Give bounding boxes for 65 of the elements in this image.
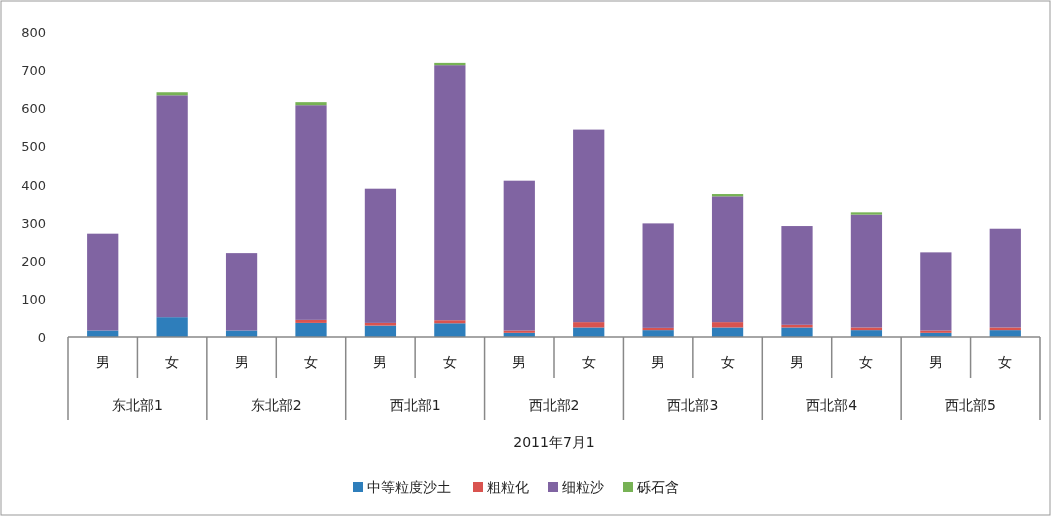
bar	[87, 233, 119, 331]
bar	[295, 102, 327, 106]
text: 东北部1	[111, 397, 163, 413]
text: 西北部2	[528, 397, 580, 413]
bar	[989, 327, 1021, 331]
bar	[711, 196, 744, 323]
bar	[920, 252, 952, 331]
x-tick-label: 女	[442, 354, 457, 370]
bar	[156, 92, 188, 96]
y-tick-label: 500	[21, 139, 46, 155]
bar	[711, 322, 744, 328]
y-tick-label: 100	[21, 291, 46, 307]
bar	[434, 65, 466, 321]
x-tick-label: 男	[790, 354, 804, 370]
bar	[781, 327, 813, 337]
text: 西北部5	[945, 397, 997, 413]
x-tick-label: 男	[651, 354, 666, 370]
x-tick-label: 女	[304, 354, 318, 370]
bar	[364, 322, 397, 326]
x-tick-label: 男	[234, 354, 249, 370]
x-tick-label: 女	[581, 354, 596, 370]
y-tick-label: 200	[21, 253, 46, 269]
bar	[573, 322, 605, 328]
x-tick-label: 男	[512, 354, 527, 370]
x-tick-label: 男	[373, 354, 388, 370]
bar	[295, 319, 327, 323]
bar	[850, 214, 883, 328]
x-tick-label: 女	[165, 354, 180, 370]
bar	[295, 322, 327, 337]
bar	[850, 327, 883, 331]
x-tick-label: 女	[859, 354, 874, 370]
y-tick-label: 300	[21, 215, 46, 231]
bar	[434, 320, 466, 324]
text: 东北部2	[250, 397, 302, 413]
text: 西北部3	[667, 397, 719, 413]
bar	[642, 223, 674, 328]
y-tick-label: 0	[37, 330, 46, 345]
text: 西北部4	[806, 397, 858, 413]
legend-label: 中等粒度沙土	[367, 479, 451, 495]
bar	[573, 129, 605, 323]
x-tick-label: 男	[95, 354, 110, 370]
text: 西北部1	[389, 397, 441, 413]
legend-label: 砾石含	[636, 479, 679, 495]
y-tick-label: 800	[21, 25, 46, 40]
bar	[781, 226, 813, 325]
y-tick-label: 400	[21, 177, 46, 193]
x-axis-title: 2011年7月1	[513, 434, 595, 450]
bar	[503, 180, 535, 331]
bar	[434, 323, 466, 337]
bar	[850, 212, 883, 215]
x-tick-label: 男	[928, 354, 943, 370]
bar	[711, 327, 744, 337]
bar	[156, 95, 188, 318]
x-tick-label: 女	[720, 354, 735, 370]
bar	[156, 317, 188, 337]
y-tick-label: 700	[21, 63, 46, 79]
y-tick-label: 600	[21, 101, 46, 117]
x-tick-label: 女	[998, 354, 1013, 370]
bar	[989, 228, 1021, 328]
bar	[225, 253, 258, 331]
bar	[295, 105, 327, 320]
legend-label: 细粒沙	[562, 479, 604, 495]
bar	[364, 188, 397, 323]
bar	[573, 327, 605, 337]
legend-label: 粗粒化	[487, 479, 529, 495]
